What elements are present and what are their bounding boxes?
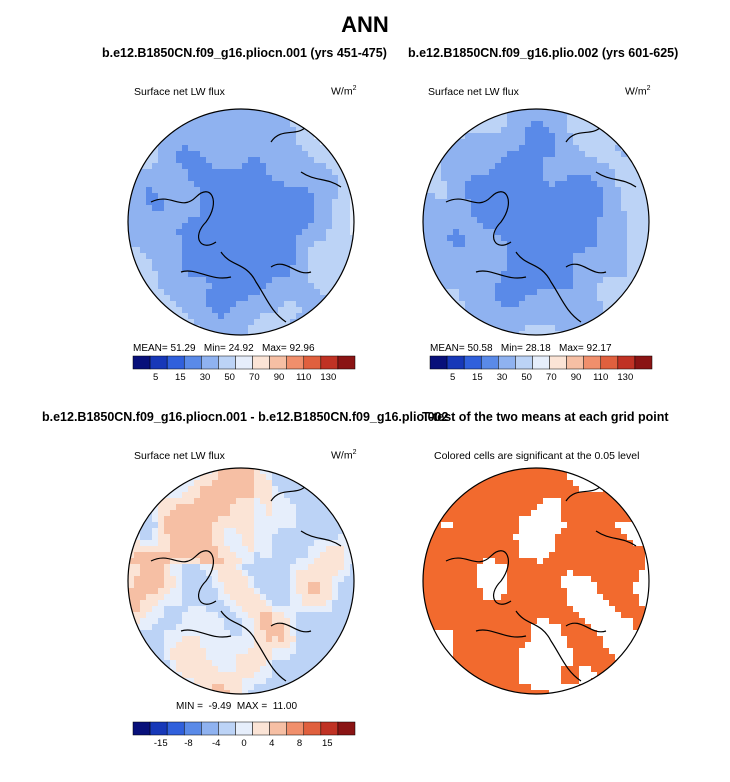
colorbar-1-swatch bbox=[201, 355, 219, 370]
colorbar-2-tick: 50 bbox=[521, 372, 532, 383]
colorbar-2: 5 15 30 50 70 90 110 130 bbox=[429, 355, 653, 383]
figure-title: ANN bbox=[341, 12, 389, 37]
panel3-variable-label: Surface net LW flux bbox=[134, 450, 225, 462]
map-panel-4 bbox=[422, 467, 650, 695]
colorbar-2-tick: 5 bbox=[450, 372, 455, 383]
map-panel-3 bbox=[127, 467, 355, 695]
panel3-stats: MIN = -9.49 MAX = 11.00 bbox=[176, 701, 298, 712]
colorbar-1-swatch bbox=[218, 355, 236, 370]
map-panel-1 bbox=[127, 108, 355, 336]
coastline-4 bbox=[445, 485, 637, 682]
colorbar-3-swatch bbox=[149, 721, 168, 736]
colorbar-2-swatch bbox=[463, 355, 482, 370]
colorbar-3-tick: 8 bbox=[297, 738, 302, 749]
colorbar-3-swatch bbox=[183, 721, 202, 736]
colorbar-2-tick: 110 bbox=[593, 372, 608, 383]
colorbar-1-tick: 30 bbox=[200, 372, 211, 383]
colorbar-2-swatch bbox=[532, 355, 550, 370]
colorbar-3-tick: -8 bbox=[184, 738, 192, 749]
colorbar-1-swatch bbox=[235, 355, 253, 370]
colorbar-3: -15 -8 -4 0 4 8 15 bbox=[132, 721, 356, 749]
colorbar-1-swatch bbox=[337, 355, 356, 370]
map-boundary-3 bbox=[127, 467, 355, 695]
colorbar-1-tick: 5 bbox=[153, 372, 158, 383]
colorbar-1-tick: 90 bbox=[274, 372, 285, 383]
colorbar-2-swatch bbox=[600, 355, 619, 370]
colorbar-2-swatch bbox=[566, 355, 584, 370]
colorbar-2-tick: 70 bbox=[546, 372, 557, 383]
panel1-variable-label: Surface net LW flux bbox=[134, 86, 225, 98]
map-boundary-1 bbox=[127, 108, 355, 336]
panel1-title: b.e12.B1850CN.f09_g16.pliocn.001 (yrs 45… bbox=[102, 46, 387, 60]
map-boundary-4 bbox=[422, 467, 650, 695]
panel3-units: W/m2 bbox=[331, 449, 357, 462]
colorbar-1-swatch bbox=[320, 355, 339, 370]
coastline-3 bbox=[150, 485, 342, 682]
colorbar-1-swatch bbox=[252, 355, 270, 370]
panel2-stats: MEAN= 50.58 Min= 28.18 Max= 92.17 bbox=[430, 343, 612, 354]
colorbar-2-swatch bbox=[617, 355, 636, 370]
map-boundary-2 bbox=[422, 108, 650, 336]
colorbar-1-swatch bbox=[132, 355, 151, 370]
colorbar-1: 5 15 30 50 70 90 110 130 bbox=[132, 355, 356, 383]
colorbar-1-swatch bbox=[183, 355, 202, 370]
colorbar-2-tick: 90 bbox=[571, 372, 582, 383]
panel1-units: W/m2 bbox=[331, 85, 357, 98]
colorbar-2-swatch bbox=[515, 355, 533, 370]
colorbar-2-swatch bbox=[549, 355, 567, 370]
colorbar-2-swatch bbox=[583, 355, 602, 370]
panel4-note: Colored cells are significant at the 0.0… bbox=[434, 450, 640, 462]
colorbar-3-tick: 0 bbox=[241, 738, 246, 749]
colorbar-1-tick: 130 bbox=[320, 372, 336, 383]
panel2-title: b.e12.B1850CN.f09_g16.plio.002 (yrs 601-… bbox=[408, 46, 679, 60]
colorbar-1-swatch bbox=[303, 355, 322, 370]
colorbar-3-swatch bbox=[252, 721, 270, 736]
colorbar-3-swatch bbox=[166, 721, 185, 736]
panel4-title: T-test of the two means at each grid poi… bbox=[422, 410, 669, 424]
colorbar-3-swatch bbox=[218, 721, 236, 736]
colorbar-3-swatch bbox=[269, 721, 287, 736]
colorbar-1-swatch bbox=[286, 355, 305, 370]
colorbar-3-tick: 15 bbox=[322, 738, 333, 749]
map-panel-2 bbox=[422, 108, 650, 336]
colorbar-3-swatch bbox=[132, 721, 151, 736]
colorbar-3-tick: -15 bbox=[154, 738, 168, 749]
colorbar-1-swatch bbox=[149, 355, 168, 370]
map-field-2 bbox=[423, 109, 649, 335]
map-field-1 bbox=[128, 109, 354, 335]
colorbar-2-swatch bbox=[429, 355, 448, 370]
colorbar-3-swatch bbox=[201, 721, 219, 736]
colorbar-1-tick: 70 bbox=[249, 372, 260, 383]
colorbar-3-swatch bbox=[337, 721, 356, 736]
colorbar-1-tick: 110 bbox=[296, 372, 311, 383]
colorbar-2-swatch bbox=[446, 355, 465, 370]
colorbar-3-tick: 4 bbox=[269, 738, 274, 749]
colorbar-2-swatch bbox=[498, 355, 516, 370]
colorbar-3-swatch bbox=[286, 721, 305, 736]
colorbar-1-swatch bbox=[166, 355, 185, 370]
colorbar-3-swatch bbox=[303, 721, 322, 736]
colorbar-1-swatch bbox=[269, 355, 287, 370]
panel1-stats: MEAN= 51.29 Min= 24.92 Max= 92.96 bbox=[133, 343, 315, 354]
colorbar-1-tick: 15 bbox=[175, 372, 186, 383]
colorbar-2-tick: 30 bbox=[497, 372, 508, 383]
panel2-variable-label: Surface net LW flux bbox=[428, 86, 519, 98]
colorbar-3-tick: -4 bbox=[212, 738, 220, 749]
coastline-1 bbox=[150, 126, 342, 323]
colorbar-3-swatch bbox=[235, 721, 253, 736]
panel2-units: W/m2 bbox=[625, 85, 651, 98]
colorbar-3-swatch bbox=[320, 721, 339, 736]
colorbar-2-tick: 130 bbox=[617, 372, 633, 383]
colorbar-2-tick: 15 bbox=[472, 372, 483, 383]
colorbar-2-swatch bbox=[634, 355, 653, 370]
coastline-2 bbox=[445, 126, 637, 323]
colorbar-1-tick: 50 bbox=[224, 372, 235, 383]
panel3-title: b.e12.B1850CN.f09_g16.pliocn.001 - b.e12… bbox=[42, 410, 449, 424]
colorbar-2-swatch bbox=[480, 355, 499, 370]
